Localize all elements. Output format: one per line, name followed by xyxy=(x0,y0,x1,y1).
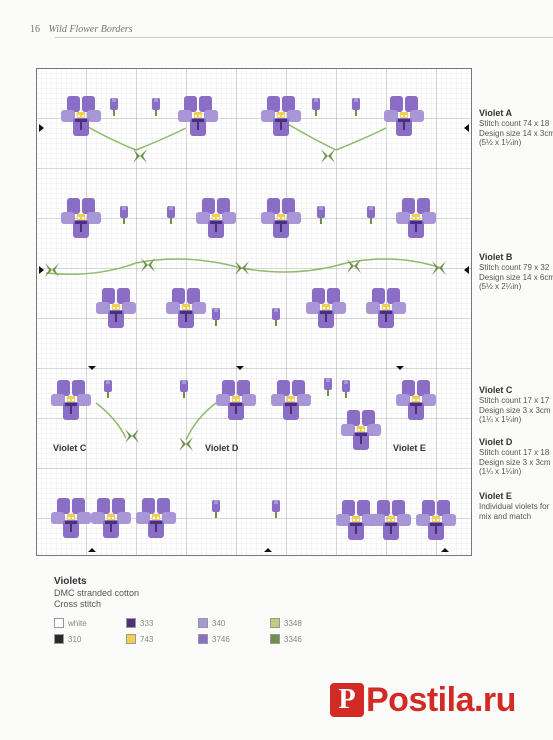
key-item-310: 310 xyxy=(54,634,81,644)
swatch-3746 xyxy=(198,634,208,644)
violet-c-chart-label: Violet C xyxy=(53,443,87,453)
key-item-3746: 3746 xyxy=(198,634,230,644)
violet-e-desc-2: mix and match xyxy=(479,511,532,521)
swatch-333 xyxy=(126,618,136,628)
violet-e-title: Violet E xyxy=(479,491,512,501)
swatch-310 xyxy=(54,634,64,644)
violet-b-title: Violet B xyxy=(479,252,513,262)
header-rule xyxy=(55,37,553,38)
key-item-333: 333 xyxy=(126,618,153,628)
watermark: P Postila.ru xyxy=(330,680,516,720)
violet-c-title: Violet C xyxy=(479,385,513,395)
swatch-340 xyxy=(198,618,208,628)
violet-b-design-size: Design size 14 x 6cm xyxy=(479,272,553,282)
violet-e-label: Violet E Individual violets for mix and … xyxy=(479,491,553,521)
key-swatches: white 310 333 743 340 3746 3348 3346 xyxy=(54,618,354,658)
swatch-3346 xyxy=(270,634,280,644)
key-thread: DMC stranded cotton xyxy=(54,588,140,598)
violet-d-label: Violet D Stitch count 17 x 18 Design siz… xyxy=(479,437,553,477)
violet-d-design-size: Design size 3 x 3cm xyxy=(479,457,551,467)
violet-e-chart-label: Violet E xyxy=(393,443,426,453)
watermark-logo-icon: P xyxy=(330,683,364,717)
key-code-white: white xyxy=(68,618,87,628)
violet-cde-motifs xyxy=(51,378,436,451)
key-code-340: 340 xyxy=(212,618,226,628)
violet-b-design-size-in: (5½ x 2¼in) xyxy=(479,282,522,291)
swatch-743 xyxy=(126,634,136,644)
key-code-3348: 3348 xyxy=(284,618,302,628)
violet-c-design-size-in: (1¼ x 1¼in) xyxy=(479,415,522,424)
swatch-3348 xyxy=(270,618,280,628)
key-title: Violets xyxy=(54,576,87,587)
key-code-333: 333 xyxy=(140,618,154,628)
key-code-3746: 3746 xyxy=(212,634,230,644)
violet-b-label: Violet B Stitch count 79 x 32 Design siz… xyxy=(479,252,553,292)
violet-e-desc-1: Individual violets for xyxy=(479,502,550,511)
key-item-3346: 3346 xyxy=(270,634,302,644)
violet-d-design-size-in: (1¼ x 1¼in) xyxy=(479,467,522,476)
chart-svg xyxy=(36,68,472,556)
violet-c-stitch-count: Stitch count 17 x 17 xyxy=(479,396,550,405)
key-stitch: Cross stitch xyxy=(54,599,102,609)
thread-key: Violets DMC stranded cotton Cross stitch xyxy=(54,576,139,610)
violet-a-label: Violet A Stitch count 74 x 18 Design siz… xyxy=(479,108,553,148)
key-item-3348: 3348 xyxy=(270,618,302,628)
key-item-340: 340 xyxy=(198,618,225,628)
page-header: 16 Wild Flower Borders xyxy=(30,24,133,35)
page-title: Wild Flower Borders xyxy=(48,24,133,35)
violet-a-stitch-count: Stitch count 74 x 18 xyxy=(479,119,550,128)
watermark-text: Postila.ru xyxy=(366,680,516,719)
violet-a-design-size-in: (5½ x 1¼in) xyxy=(479,138,522,147)
key-item-white: white xyxy=(54,618,87,628)
chart-markers xyxy=(39,124,469,552)
key-code-310: 310 xyxy=(68,634,82,644)
violet-a-motif xyxy=(61,96,424,163)
violet-c-label: Violet C Stitch count 17 x 17 Design siz… xyxy=(479,385,553,425)
violet-d-title: Violet D xyxy=(479,437,513,447)
violet-d-chart-label: Violet D xyxy=(205,443,239,453)
cross-stitch-chart xyxy=(36,68,472,556)
key-code-743: 743 xyxy=(140,634,154,644)
key-item-743: 743 xyxy=(126,634,153,644)
page-number: 16 xyxy=(30,24,40,35)
violet-b-stitch-count: Stitch count 79 x 32 xyxy=(479,263,550,272)
violet-d-stitch-count: Stitch count 17 x 18 xyxy=(479,448,550,457)
violet-c-design-size: Design size 3 x 3cm xyxy=(479,405,551,415)
key-code-3346: 3346 xyxy=(284,634,302,644)
violet-b-motif xyxy=(45,198,446,328)
violet-a-title: Violet A xyxy=(479,108,513,118)
violet-a-design-size: Design size 14 x 3cm xyxy=(479,128,553,138)
swatch-white xyxy=(54,618,64,628)
